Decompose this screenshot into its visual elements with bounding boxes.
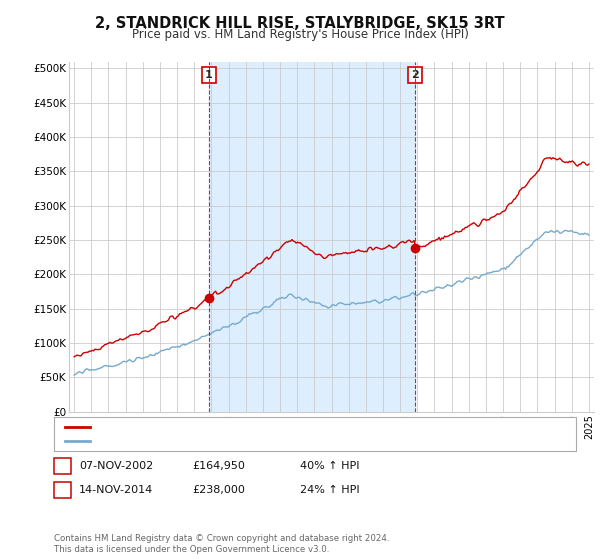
Text: £238,000: £238,000 — [192, 485, 245, 495]
Text: Price paid vs. HM Land Registry's House Price Index (HPI): Price paid vs. HM Land Registry's House … — [131, 28, 469, 41]
Text: 2, STANDRICK HILL RISE, STALYBRIDGE, SK15 3RT (detached house): 2, STANDRICK HILL RISE, STALYBRIDGE, SK1… — [95, 422, 431, 432]
Text: Contains HM Land Registry data © Crown copyright and database right 2024.
This d: Contains HM Land Registry data © Crown c… — [54, 534, 389, 554]
Bar — [209, 62, 415, 412]
Text: HPI: Average price, detached house, Tameside: HPI: Average price, detached house, Tame… — [95, 436, 326, 446]
Text: 14-NOV-2014: 14-NOV-2014 — [79, 485, 154, 495]
Text: 1: 1 — [59, 461, 66, 471]
Text: 1: 1 — [205, 71, 213, 80]
Text: 24% ↑ HPI: 24% ↑ HPI — [300, 485, 359, 495]
Text: £164,950: £164,950 — [192, 461, 245, 471]
Text: 2, STANDRICK HILL RISE, STALYBRIDGE, SK15 3RT: 2, STANDRICK HILL RISE, STALYBRIDGE, SK1… — [95, 16, 505, 31]
Text: 2: 2 — [412, 71, 419, 80]
Text: 2: 2 — [59, 485, 66, 495]
Text: 07-NOV-2002: 07-NOV-2002 — [79, 461, 154, 471]
Text: 40% ↑ HPI: 40% ↑ HPI — [300, 461, 359, 471]
